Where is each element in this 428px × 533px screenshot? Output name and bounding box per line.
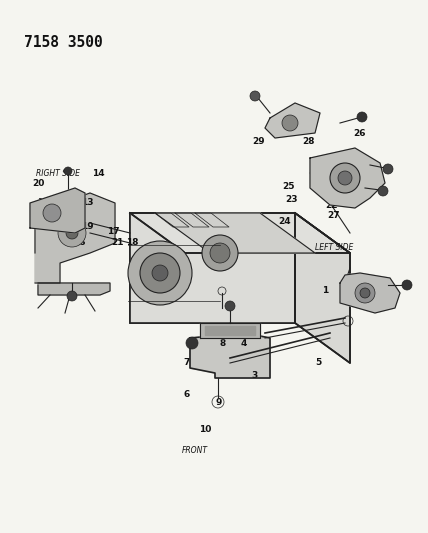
Circle shape (202, 235, 238, 271)
FancyBboxPatch shape (130, 213, 295, 323)
Text: 4: 4 (241, 340, 247, 348)
Polygon shape (130, 213, 350, 253)
Text: 21: 21 (111, 238, 124, 247)
Circle shape (140, 253, 180, 293)
Text: 22: 22 (325, 201, 338, 209)
Text: 29: 29 (253, 137, 265, 146)
Text: 17: 17 (107, 228, 120, 236)
Polygon shape (195, 213, 229, 227)
Text: 11: 11 (34, 222, 47, 231)
Circle shape (360, 288, 370, 298)
Circle shape (43, 204, 61, 222)
Text: 20: 20 (33, 180, 45, 188)
Circle shape (330, 163, 360, 193)
Text: 26: 26 (353, 129, 366, 138)
Text: FRONT: FRONT (182, 446, 208, 455)
Polygon shape (310, 148, 385, 208)
Text: 7158 3500: 7158 3500 (24, 35, 102, 50)
Text: 7: 7 (183, 358, 189, 367)
Text: 5: 5 (316, 358, 322, 367)
Polygon shape (200, 323, 260, 338)
Circle shape (355, 283, 375, 303)
Circle shape (66, 227, 78, 239)
Text: 13: 13 (81, 198, 94, 207)
Circle shape (58, 219, 86, 247)
Circle shape (152, 265, 168, 281)
Polygon shape (295, 213, 350, 363)
Text: 24: 24 (278, 217, 291, 225)
Circle shape (357, 112, 367, 122)
Circle shape (282, 115, 298, 131)
Circle shape (210, 243, 230, 263)
Text: 9: 9 (215, 398, 221, 407)
Circle shape (250, 91, 260, 101)
Text: 12: 12 (36, 198, 49, 207)
Text: 15: 15 (39, 212, 51, 220)
Circle shape (128, 241, 192, 305)
Text: RIGHT SIDE: RIGHT SIDE (36, 169, 80, 177)
Polygon shape (38, 283, 110, 295)
Polygon shape (205, 326, 255, 335)
Circle shape (225, 301, 235, 311)
Polygon shape (340, 273, 400, 313)
Text: LEFT SIDE: LEFT SIDE (315, 244, 353, 252)
Text: 16: 16 (73, 238, 86, 247)
Circle shape (186, 337, 198, 349)
Polygon shape (130, 213, 350, 253)
Circle shape (378, 186, 388, 196)
Text: 14: 14 (92, 169, 105, 177)
Text: 28: 28 (302, 137, 315, 146)
Circle shape (402, 280, 412, 290)
Polygon shape (35, 193, 115, 283)
Text: 18: 18 (126, 238, 139, 247)
Text: 19: 19 (81, 222, 94, 231)
Text: 2: 2 (363, 292, 369, 300)
Text: 1: 1 (322, 286, 328, 295)
Circle shape (383, 164, 393, 174)
Text: 30: 30 (208, 332, 220, 340)
Text: 3: 3 (252, 372, 258, 380)
Circle shape (64, 167, 72, 175)
Text: 23: 23 (285, 196, 297, 204)
Polygon shape (155, 213, 315, 253)
Text: 8: 8 (220, 340, 226, 348)
Polygon shape (155, 213, 189, 227)
Text: 10: 10 (199, 425, 211, 433)
Circle shape (67, 291, 77, 301)
Circle shape (338, 171, 352, 185)
Text: 6: 6 (183, 390, 189, 399)
Text: 25: 25 (282, 182, 295, 191)
Polygon shape (265, 103, 320, 138)
Polygon shape (30, 188, 85, 233)
Polygon shape (190, 333, 270, 378)
Polygon shape (175, 213, 209, 227)
Text: 27: 27 (327, 212, 340, 220)
